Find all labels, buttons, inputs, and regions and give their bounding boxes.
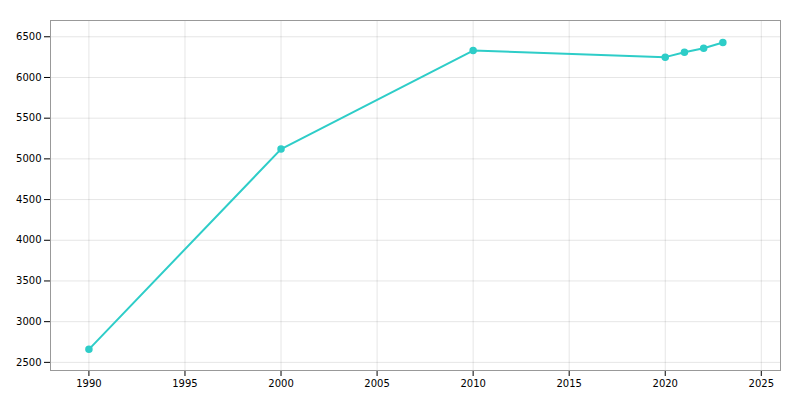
svg-text:3500: 3500	[16, 275, 41, 286]
svg-text:2015: 2015	[556, 378, 581, 389]
svg-text:2025: 2025	[749, 378, 774, 389]
svg-text:1995: 1995	[172, 378, 197, 389]
svg-text:2005: 2005	[364, 378, 389, 389]
svg-text:2500: 2500	[16, 357, 41, 368]
svg-text:4000: 4000	[16, 234, 41, 245]
svg-text:6000: 6000	[16, 72, 41, 83]
svg-text:4500: 4500	[16, 194, 41, 205]
svg-text:2010: 2010	[460, 378, 485, 389]
svg-text:1990: 1990	[76, 378, 101, 389]
svg-text:2000: 2000	[268, 378, 293, 389]
svg-text:3000: 3000	[16, 316, 41, 327]
svg-text:5500: 5500	[16, 112, 41, 123]
svg-text:6500: 6500	[16, 31, 41, 42]
svg-text:5000: 5000	[16, 153, 41, 164]
svg-text:2020: 2020	[653, 378, 678, 389]
